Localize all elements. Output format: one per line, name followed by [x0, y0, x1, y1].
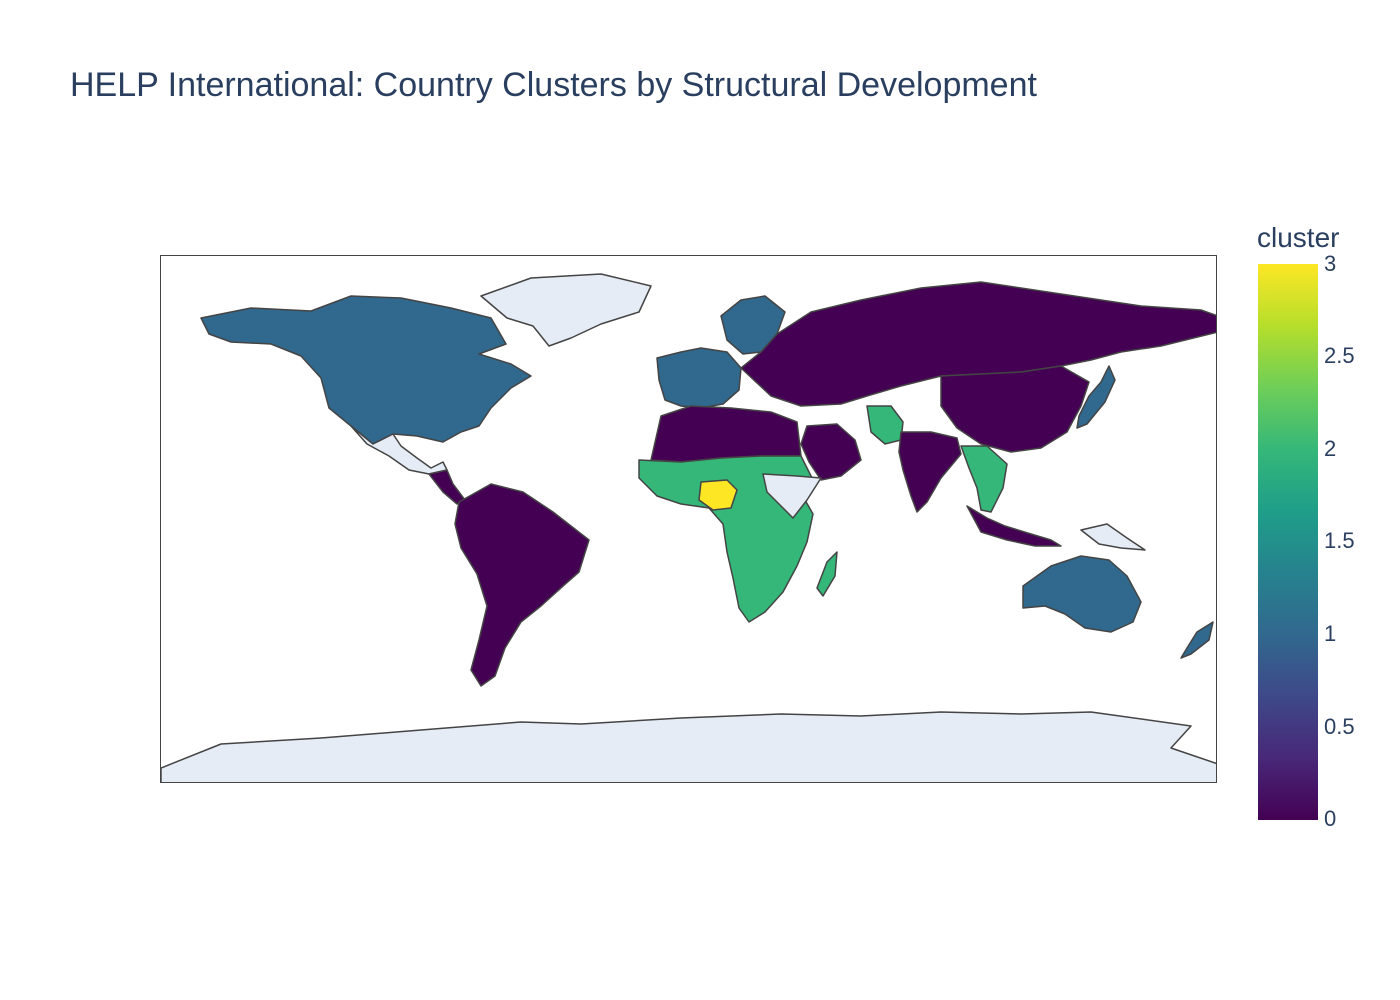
region-mexico[interactable]: [350, 425, 448, 475]
region-nigeria[interactable]: [698, 479, 738, 511]
region-china[interactable]: [940, 365, 1090, 453]
colorbar-tick: 2.5: [1324, 343, 1355, 368]
colorbar-tick: 0.5: [1324, 714, 1355, 739]
colorbar-tick: 1.5: [1324, 528, 1355, 553]
region-japan[interactable]: [1076, 365, 1116, 429]
region-indonesia[interactable]: [966, 505, 1062, 547]
colorbar-tick: 3: [1324, 251, 1337, 276]
region-australia[interactable]: [1022, 555, 1142, 633]
region-new-zealand[interactable]: [1180, 621, 1214, 659]
region-greenland[interactable]: [480, 273, 652, 347]
region-madagascar[interactable]: [816, 551, 838, 597]
region-southeast-asia[interactable]: [960, 445, 1008, 513]
region-horn-of-africa[interactable]: [762, 473, 822, 519]
region-central-america[interactable]: [428, 469, 466, 505]
colorbar-tick: 2: [1324, 436, 1337, 461]
colorbar-title: cluster: [1257, 222, 1340, 253]
region-antarctica[interactable]: [161, 711, 1217, 783]
chart-title: HELP International: Country Clusters by …: [70, 66, 1037, 104]
world-map[interactable]: [160, 255, 1217, 783]
colorbar-tick: 0: [1324, 806, 1337, 831]
region-arabian-peninsula[interactable]: [800, 423, 862, 481]
region-india[interactable]: [898, 431, 962, 513]
region-png[interactable]: [1080, 523, 1146, 551]
region-afghanistan-pakistan[interactable]: [866, 405, 904, 445]
region-north-america[interactable]: [200, 295, 532, 445]
colorbar: [1258, 264, 1318, 820]
map-svg: [161, 273, 1217, 783]
colorbar-tick: 1: [1324, 621, 1337, 646]
region-sub-saharan-africa[interactable]: [638, 455, 814, 623]
region-russia-central-asia[interactable]: [740, 281, 1217, 407]
region-western-europe[interactable]: [656, 347, 742, 409]
region-north-africa[interactable]: [650, 405, 802, 463]
region-south-america[interactable]: [454, 483, 590, 687]
